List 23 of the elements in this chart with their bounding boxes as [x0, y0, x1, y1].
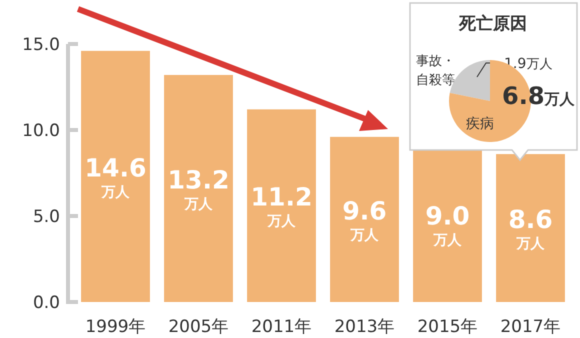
data-label: 8.6万人	[508, 205, 553, 252]
slice-label: 事故・自殺等	[416, 54, 455, 88]
x-tick-label: 2011年	[251, 317, 312, 337]
x-tick-label: 1999年	[85, 317, 146, 337]
slice-label: 疾病	[466, 116, 494, 132]
y-tick-label: 0.0	[32, 293, 60, 313]
chart-title: 死亡原因	[458, 14, 527, 34]
bar	[330, 136, 399, 302]
data-label: 9.6万人	[342, 196, 387, 244]
data-label: 14.6万人	[84, 153, 146, 200]
y-tick-label: 10.0	[22, 121, 60, 141]
y-tick-label: 5.0	[32, 207, 60, 227]
y-tick-label: 15.0	[22, 35, 60, 55]
x-tick-label: 2015年	[417, 317, 478, 337]
data-label: 11.2万人	[250, 182, 312, 230]
x-tick-label: 2013年	[334, 317, 395, 337]
x-tick-label: 2005年	[168, 317, 229, 337]
data-label: 13.2万人	[168, 165, 230, 212]
bar	[81, 50, 150, 302]
x-tick-label: 2017年	[500, 317, 561, 337]
data-label: 9.0万人	[425, 202, 470, 249]
bar	[247, 109, 316, 302]
bar	[164, 74, 233, 302]
